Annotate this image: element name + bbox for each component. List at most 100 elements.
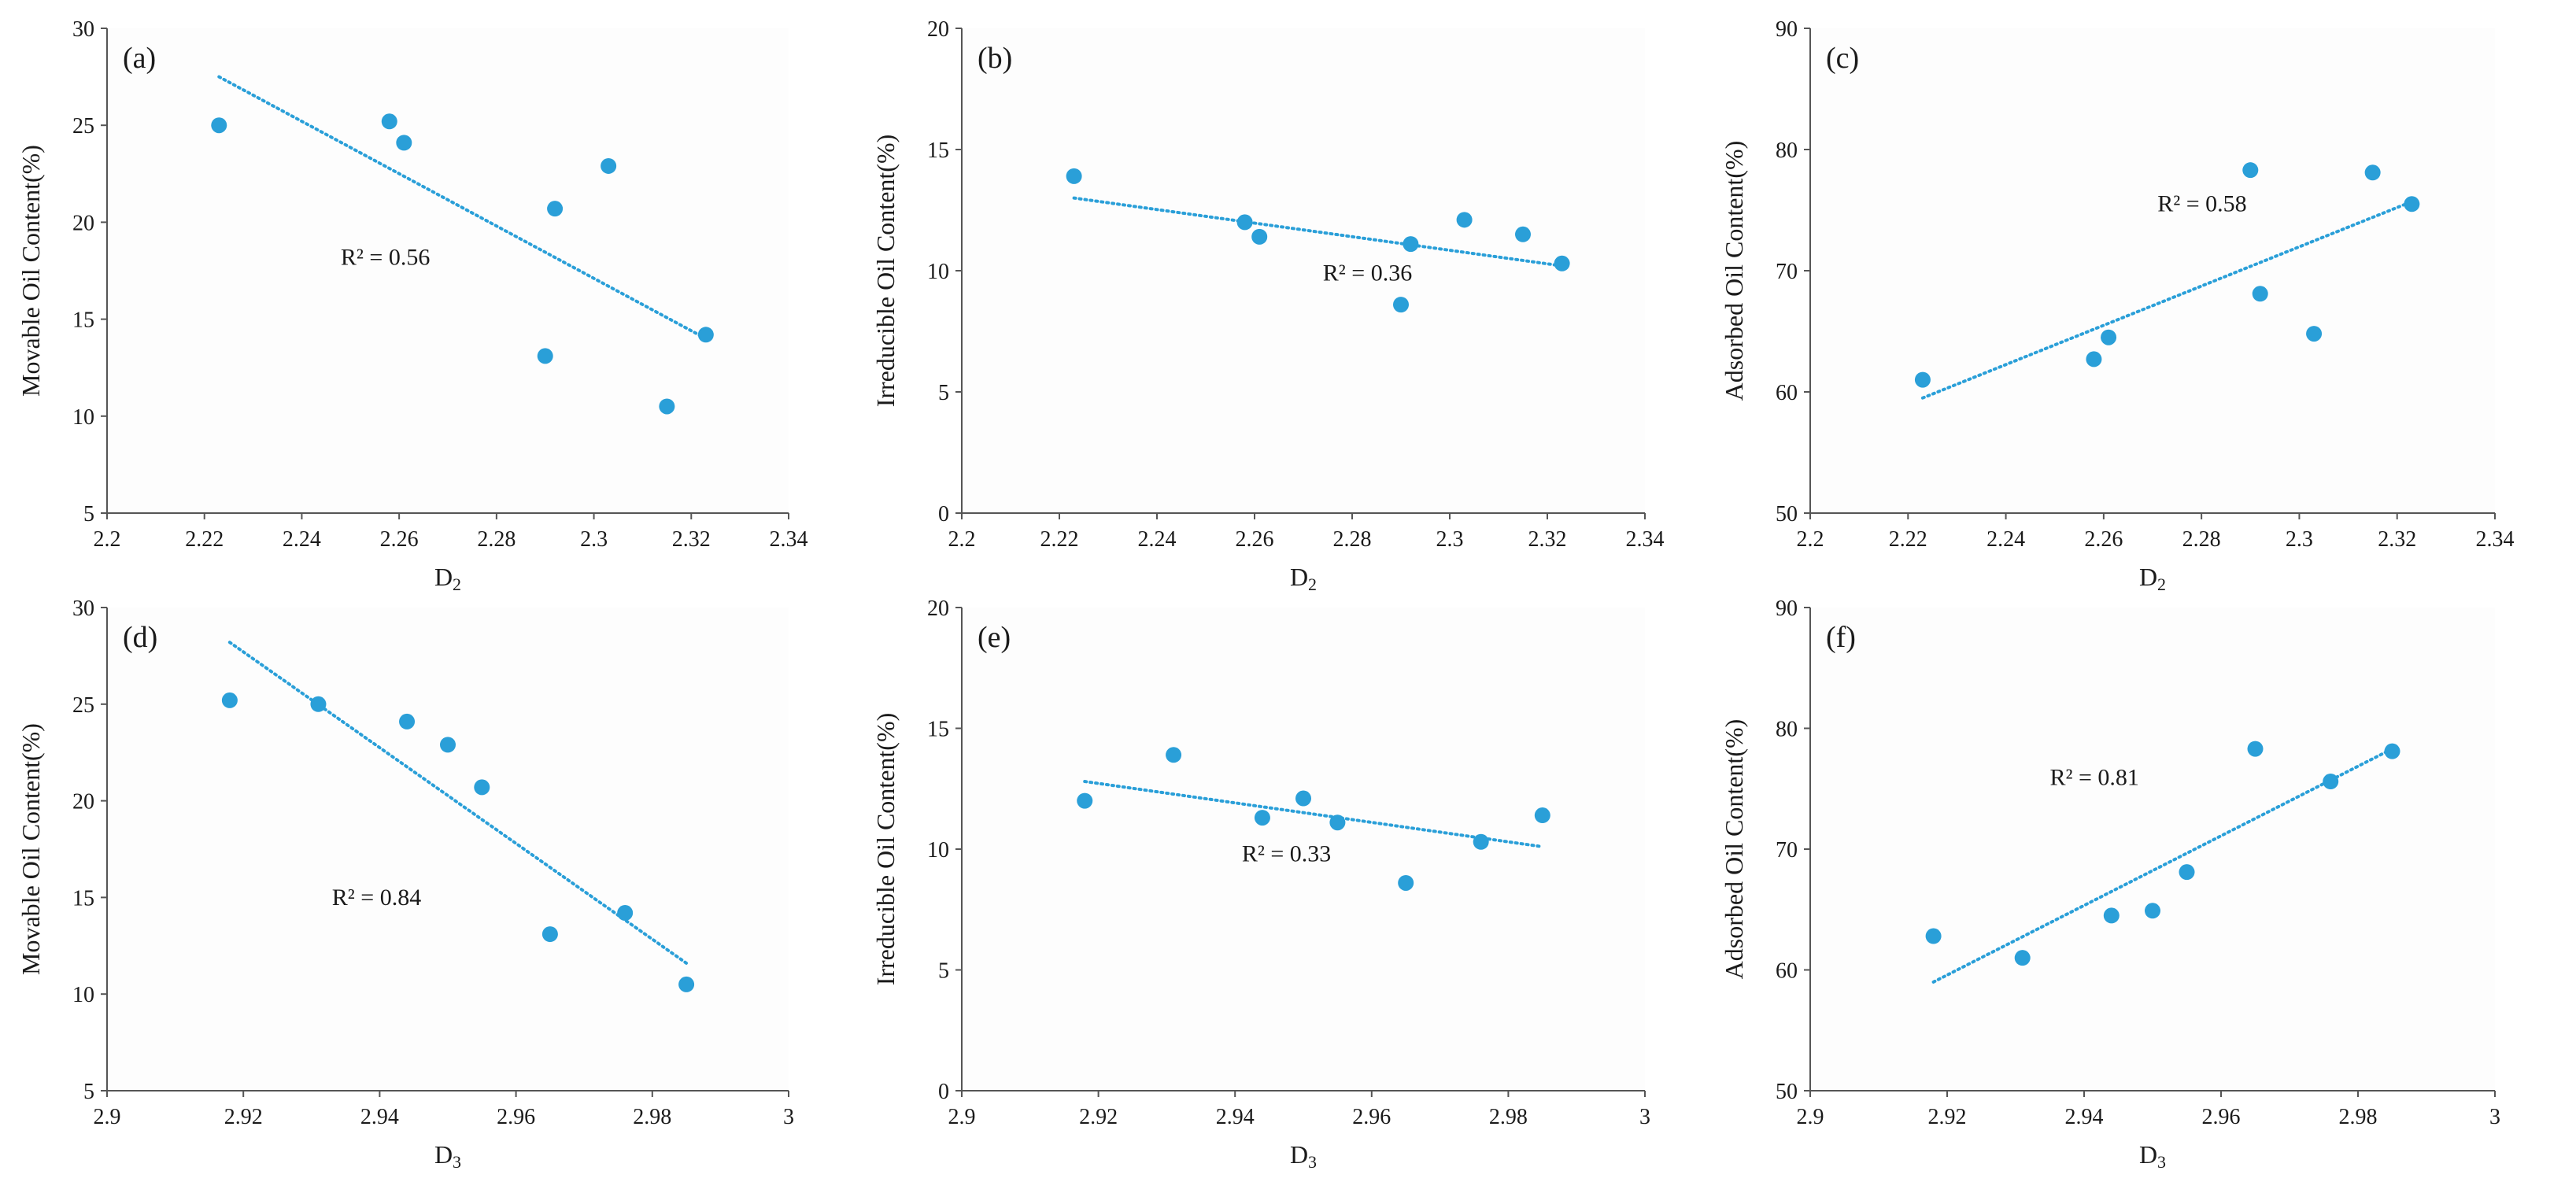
x-tick-label: 2.26 [380,527,419,552]
x-axis-title-main: D [434,563,453,591]
r-squared-label: R² = 0.56 [341,245,430,271]
x-axis-title: D3 [2139,1140,2166,1172]
data-point [2252,286,2268,302]
x-tick-label: 2.9 [948,1105,976,1129]
x-tick-label: 2.98 [1489,1105,1528,1129]
data-point [1251,228,1268,245]
trendline [1920,200,2414,400]
y-tick-label: 70 [1776,838,1798,862]
x-tick-label: 2.3 [2286,527,2313,552]
data-point [1473,833,1489,850]
data-point [310,696,327,712]
x-tick-label: 2.32 [2378,527,2416,552]
y-tick-label: 60 [1776,959,1798,984]
data-point [2179,864,2195,881]
x-tick-label: 2.92 [1079,1105,1118,1129]
x-tick-label: 3 [783,1105,794,1129]
x-axis-title-subscript: 2 [1308,574,1317,594]
y-tick-label: 30 [72,17,94,42]
x-tick-label: 2.94 [1216,1105,1255,1129]
x-tick-label: 2.92 [1928,1105,1967,1129]
x-tick-label: 2.34 [1626,527,1665,552]
data-point [541,926,558,943]
x-tick-label: 2.2 [948,527,976,552]
r-squared-label: R² = 0.58 [2157,191,2246,217]
y-tick-label: 5 [938,959,949,984]
x-tick-label: 2.94 [2065,1105,2104,1129]
x-tick-label: 2.96 [2202,1105,2241,1129]
panel-label: (d) [123,621,157,654]
y-tick-label: 20 [927,597,949,621]
x-tick-label: 2.26 [2084,527,2123,552]
plot-area [962,608,1645,1091]
panel-label: (a) [123,42,156,75]
data-point [1403,236,1419,253]
x-tick-label: 2.28 [1333,527,1372,552]
y-tick-label: 5 [83,1080,94,1104]
y-tick-label: 15 [927,718,949,742]
x-tick-label: 2.9 [1797,1105,1824,1129]
y-tick-label: 15 [927,139,949,163]
x-tick-label: 2.94 [360,1105,399,1129]
data-point [440,737,456,753]
trendline [217,75,708,341]
x-axis-title: D2 [1290,563,1317,594]
y-tick-label: 50 [1776,502,1798,526]
data-point [2323,774,2339,790]
x-tick-label: 2.24 [1138,527,1177,552]
y-tick-label: 25 [72,114,94,139]
trendline [227,641,689,965]
panel-e: 2.9 2.92 2.94 2.96 2.98 305101520D3Irreducibl… [871,597,1650,1172]
x-tick-label: 2.92 [224,1105,263,1129]
x-axis-title-subscript: 3 [2157,1152,2166,1172]
x-tick-label: 2.9 [94,1105,121,1129]
data-point [1066,168,1082,184]
y-tick-label: 70 [1776,260,1798,284]
x-tick-label: 2.22 [185,527,224,552]
data-point [1254,810,1270,826]
x-axis-title-subscript: 3 [453,1152,461,1172]
plot-area [1810,28,2495,513]
data-point [2145,903,2160,919]
y-tick-label: 50 [1776,1080,1798,1104]
x-tick-label: 2.96 [1352,1105,1391,1129]
data-point [1914,371,1931,388]
y-axis-title: Irreducible Oil Content(%) [871,713,900,986]
data-point [2101,329,2117,345]
x-tick-label: 2.96 [497,1105,535,1129]
x-axis-title: D3 [1290,1140,1317,1172]
data-point [1554,255,1570,271]
data-point [1077,792,1093,809]
panel-f: 2.9 2.92 2.94 2.96 2.98 35060708090D3Adsorbed… [1720,597,2500,1172]
data-point [1534,807,1550,824]
y-tick-label: 20 [72,211,94,235]
data-point [1515,226,1531,242]
data-point [2404,196,2420,212]
y-axis-title: Adsorbed Oil Content(%) [1720,141,1748,401]
plot-area [1810,608,2495,1091]
plot-area [107,28,789,513]
x-tick-label: 2.3 [1436,527,1464,552]
y-tick-label: 80 [1776,139,1798,163]
y-tick-label: 25 [72,693,94,718]
data-point [2242,162,2259,179]
data-point [1398,874,1414,891]
x-tick-label: 3 [1639,1105,1650,1129]
panel-label: (b) [978,42,1012,75]
x-tick-label: 2.98 [2339,1105,2378,1129]
y-tick-label: 10 [927,838,949,862]
data-point [1236,214,1253,231]
x-tick-label: 2.26 [1236,527,1274,552]
y-tick-label: 15 [72,886,94,911]
r-squared-label: R² = 0.81 [2050,765,2139,791]
y-tick-label: 10 [927,260,949,284]
x-tick-label: 2.24 [283,527,321,552]
y-axis-title: Adsorbed Oil Content(%) [1720,719,1748,980]
x-tick-label: 2.28 [477,527,516,552]
data-point [221,692,238,708]
y-tick-label: 60 [1776,381,1798,405]
data-point [601,157,617,174]
x-tick-label: 2.2 [94,527,121,552]
panel-label: (e) [978,621,1011,654]
